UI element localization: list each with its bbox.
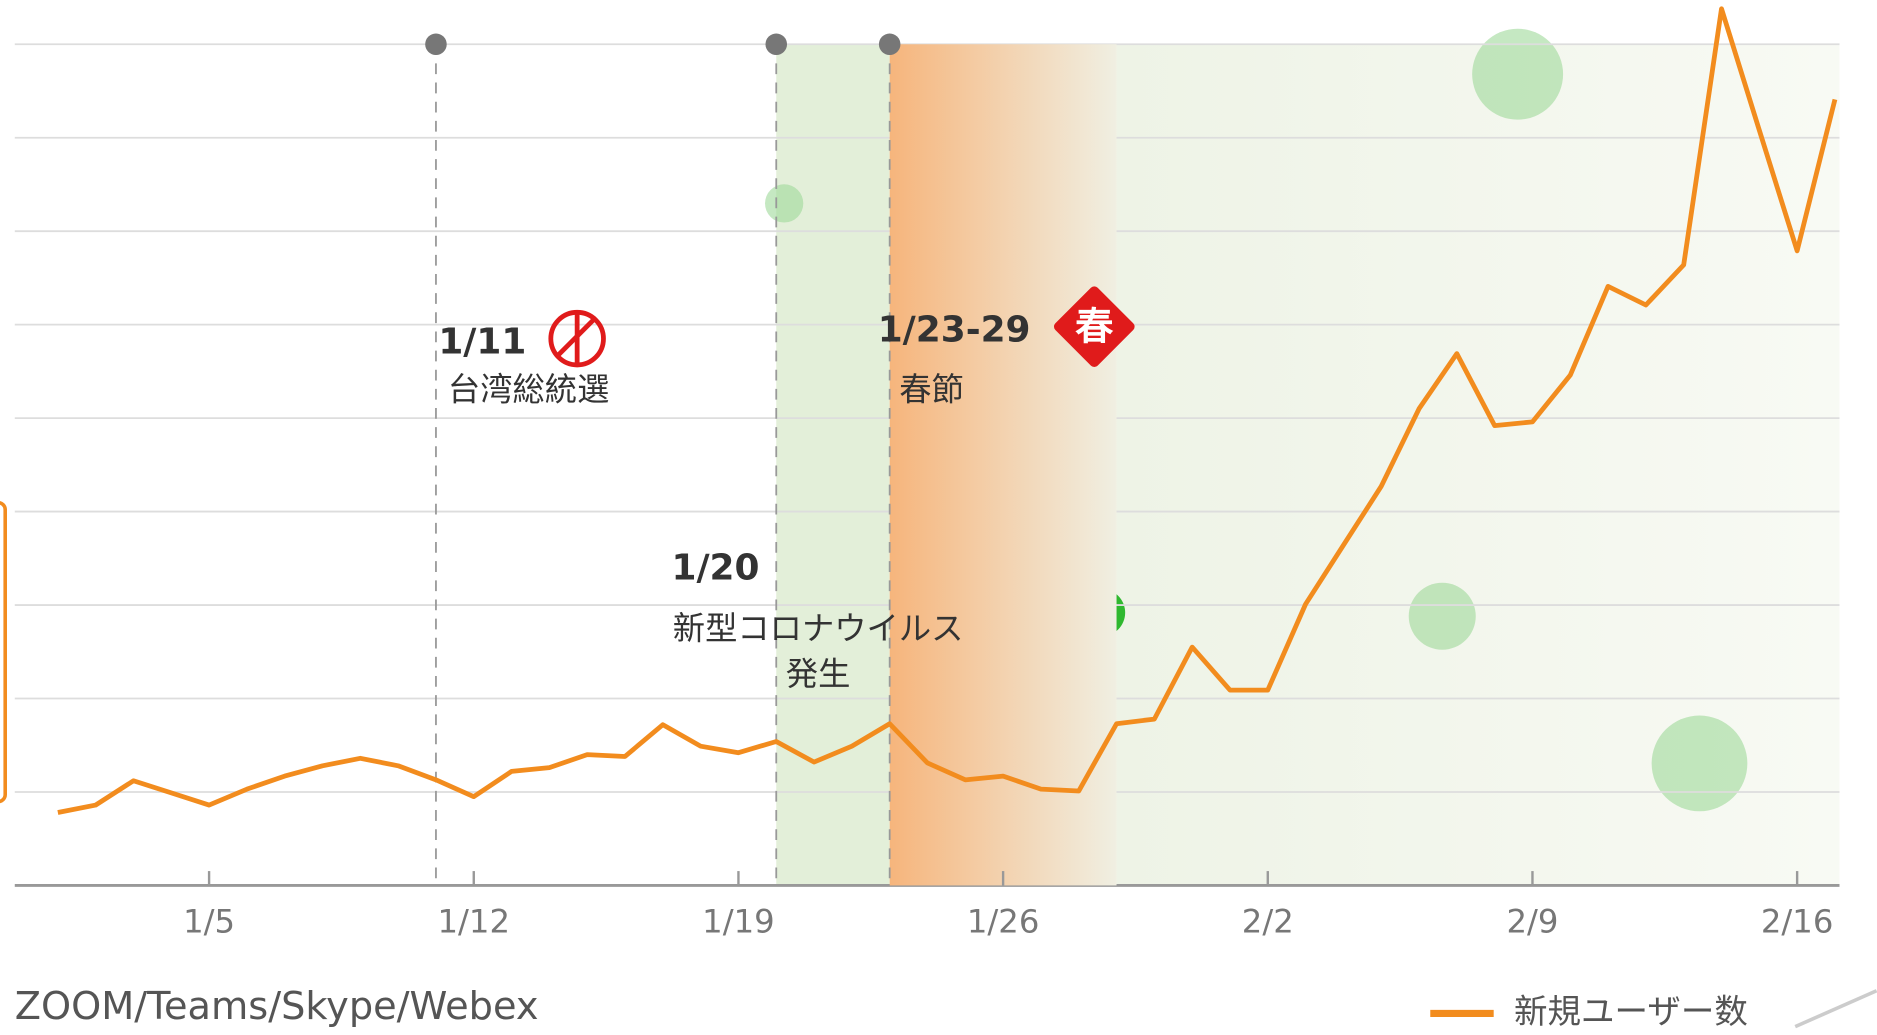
outbreak-shade [776, 44, 890, 886]
x-tick-label: 1/26 [967, 903, 1040, 941]
badge [1053, 286, 1135, 367]
event-date: 1/20 [671, 548, 759, 589]
x-tick-label: 2/16 [1761, 903, 1834, 941]
x-tick-label: 1/12 [438, 903, 511, 941]
spring-shade [889, 44, 1117, 886]
left-bracket [0, 500, 7, 804]
x-tick-label: 2/2 [1242, 903, 1294, 941]
event-dot [425, 33, 447, 56]
event-label: 台湾総統選 [448, 370, 610, 408]
x-tick-label: 2/9 [1506, 903, 1558, 941]
vote-icon [556, 317, 596, 358]
event-date: 1/11 [438, 321, 526, 362]
data-line [57, 6, 1838, 815]
event-label: 発生 [786, 655, 851, 693]
virus-decorations [765, 28, 1748, 812]
event-dot [878, 33, 901, 56]
legend-label: 新規ユーザー数 [1514, 992, 1748, 1031]
event-label: 春節 [899, 370, 964, 408]
badge-text: 春 [1075, 305, 1113, 350]
source: ZOOM/Teams/Skype/Webex [15, 984, 539, 1029]
event-dot [765, 33, 788, 56]
x-tick-label: 1/19 [702, 903, 775, 941]
event-label: 新型コロナウイルス [673, 610, 964, 648]
x-tick-label: 1/5 [183, 903, 235, 941]
pen-icon [1794, 989, 1877, 1029]
event-date: 1/23-29 [878, 309, 1031, 350]
